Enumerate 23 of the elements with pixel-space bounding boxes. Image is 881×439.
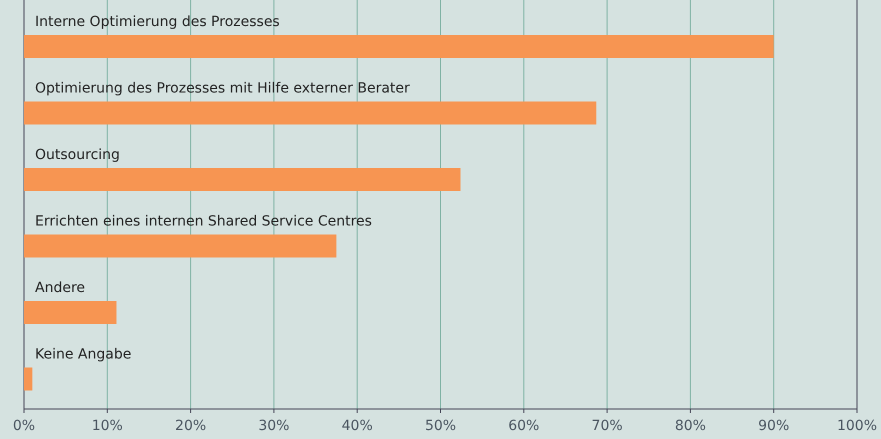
y-tick-label: Interne Optimierung des Prozesses	[35, 14, 280, 30]
bar	[24, 102, 596, 124]
x-tick-label: 30%	[258, 418, 290, 434]
x-tick-label: 40%	[342, 418, 373, 434]
bar	[24, 234, 336, 258]
bar	[24, 168, 460, 191]
bar	[24, 301, 116, 324]
y-tick-label: Andere	[35, 280, 86, 296]
x-tick-label: 80%	[674, 418, 706, 434]
x-tick-label: 50%	[424, 418, 456, 434]
bar	[24, 368, 32, 390]
bar	[24, 35, 774, 58]
x-tick-label: 100%	[836, 418, 878, 434]
y-tick-label: Keine Angabe	[35, 346, 132, 362]
y-tick-label: Errichten eines internen Shared Service Centres	[35, 214, 372, 230]
x-tick-label: 10%	[92, 418, 123, 434]
y-tick-label: Outsourcing	[35, 147, 120, 163]
x-tick-label: 70%	[592, 418, 623, 434]
x-tick-label: 90%	[758, 418, 790, 434]
x-tick-label: 20%	[175, 418, 206, 434]
x-tick-label: 0%	[12, 418, 36, 434]
x-tick-label: 60%	[508, 418, 540, 434]
y-tick-label: Optimierung des Prozesses mit Hilfe externer Berater	[35, 80, 410, 96]
